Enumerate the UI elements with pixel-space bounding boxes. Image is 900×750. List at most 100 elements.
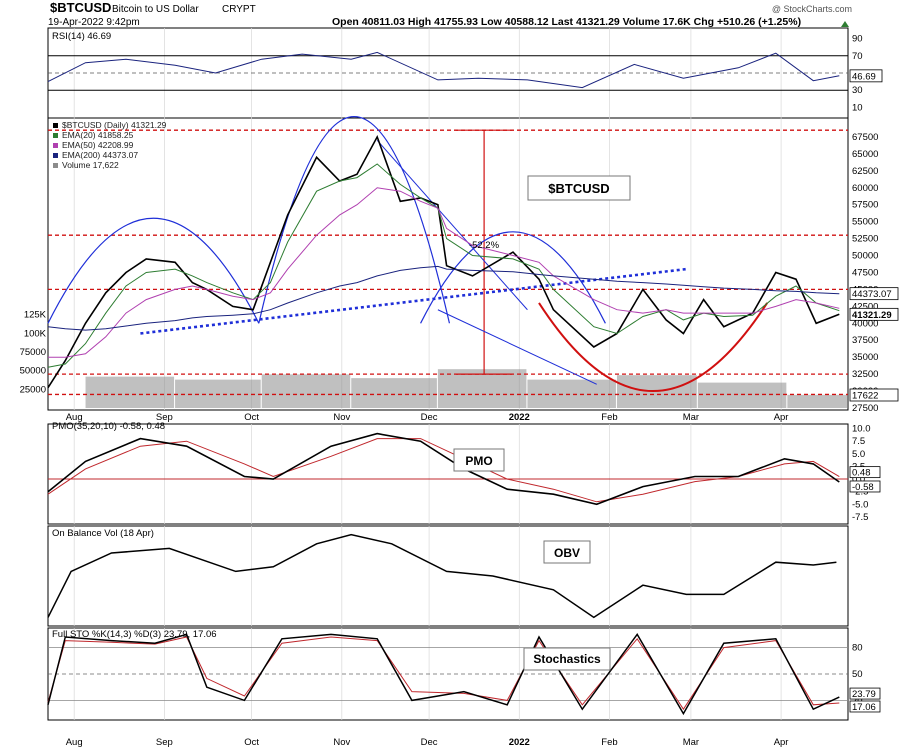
x-tick-label: Sep (156, 737, 173, 748)
price-tick-label: 32500 (852, 369, 878, 380)
rsi-tick-label: 30 (852, 85, 863, 96)
pmo-annotation: PMO (465, 454, 492, 468)
sto-tag-box (849, 700, 881, 713)
legend-swatch (53, 143, 58, 148)
price-tick-label: 55000 (852, 217, 878, 228)
pmo-tag-box (849, 480, 881, 493)
price-tag-value: 17622 (852, 391, 878, 402)
price-tick-label: 50000 (852, 251, 878, 262)
pmo-panel (47, 423, 849, 525)
rsi-panel-label: RSI(14) 46.69 (52, 31, 111, 42)
x-tick-label: Apr (774, 412, 789, 423)
legend-entry: Volume 17,622 (62, 160, 119, 170)
price-tick-label: 52500 (852, 234, 878, 245)
price-tick-label: 40000 (852, 318, 878, 329)
security-name: Bitcoin to US Dollar (112, 4, 199, 15)
ema50-line (48, 187, 840, 358)
rsi-last-tag (849, 69, 883, 83)
price-tick-label: 37500 (852, 335, 878, 346)
volume-bar (261, 374, 351, 408)
volume-tick-label: 125K (24, 310, 47, 321)
obv-panel-label: On Balance Vol (18 Apr) (52, 528, 154, 539)
btcusd-annotation-box (527, 175, 631, 201)
legend-entry: EMA(200) 44373.07 (62, 150, 138, 160)
price-tick-label: 67500 (852, 132, 878, 143)
volume-tick-label: 100K (24, 328, 47, 339)
volume-tick-label: 75000 (20, 347, 46, 358)
price-tick-label: 42500 (852, 301, 878, 312)
pmo-panel-label: PMO(35,20,10) -0.58, 0.48 (52, 421, 165, 432)
price-panel (47, 117, 849, 411)
rounded-bottom-arc (538, 302, 768, 392)
quote-line: Open 40811.03 High 41755.93 Low 40588.12… (332, 16, 801, 28)
price-tick-label: 57500 (852, 200, 878, 211)
volume-bar (437, 369, 527, 408)
pmo-annotation-box (453, 448, 505, 472)
legend-swatch (53, 123, 58, 128)
pmo-tag-box (849, 466, 881, 479)
x-tick-label: Nov (333, 737, 350, 748)
price-tag-box (849, 307, 899, 321)
cycle-arc (420, 231, 606, 324)
date-label: 19-Apr-2022 9:42pm (48, 17, 140, 28)
pmo-tag-value: -0.58 (852, 482, 874, 493)
pmo-tick-label: 5.0 (852, 449, 865, 460)
rsi-tick-label: 10 (852, 102, 863, 113)
sto-annotation-box (523, 647, 611, 671)
legend-entry: EMA(50) 42208.99 (62, 140, 134, 150)
obv-annotation: OBV (554, 546, 580, 560)
sto-tick-label: 50 (852, 669, 863, 680)
x-tick-label: Dec (421, 412, 438, 423)
price-tag-value: 44373.07 (852, 289, 892, 300)
legend-swatch (53, 163, 58, 168)
volume-bar (697, 382, 787, 408)
legend-entry: EMA(20) 41858.25 (62, 130, 134, 140)
rsi-last-value: 46.69 (852, 71, 876, 82)
sto-tag-value: 23.79 (852, 689, 876, 700)
x-tick-label: 2022 (509, 412, 530, 423)
pmo-tick-label: -7.5 (852, 512, 868, 523)
price-tick-label: 47500 (852, 267, 878, 278)
sto-tick-label: 80 (852, 643, 863, 654)
x-tick-label: Sep (156, 412, 173, 423)
volume-tick-label: 50000 (20, 366, 46, 377)
price-tick-label: 62500 (852, 166, 878, 177)
price-tag-value: 41321.29 (852, 310, 892, 321)
x-tick-label: Apr (774, 737, 789, 748)
x-tick-label: Aug (66, 412, 83, 423)
rsi-tick-label: 70 (852, 51, 863, 62)
pmo-tag-value: 0.48 (852, 468, 871, 479)
btcusd-annotation: $BTCUSD (548, 181, 609, 196)
channel-line (437, 309, 597, 385)
price-tag-box (849, 287, 899, 301)
ema200-line (47, 265, 840, 331)
x-tick-label: Feb (601, 737, 617, 748)
sto-panel-label: Full STO %K(14,3) %D(3) 23.79, 17.06 (52, 629, 217, 640)
price-tag-box (849, 388, 899, 402)
price-tick-label: 60000 (852, 183, 878, 194)
symbol-label: $BTCUSD (50, 0, 111, 15)
x-tick-label: Oct (244, 412, 259, 423)
x-tick-label: Mar (683, 737, 699, 748)
pmo-tick-label: 10.0 (852, 424, 871, 435)
channel-line (376, 139, 528, 311)
gridlines (48, 28, 848, 720)
pmo-tick-label: 7.5 (852, 436, 865, 447)
watermark: @ StockCharts.com (772, 4, 852, 14)
cycle-arc (47, 217, 260, 324)
pmo-tick-label: -5.0 (852, 499, 868, 510)
sto-tag-value: 17.06 (852, 702, 876, 713)
volume-tick-label: 25000 (20, 384, 46, 395)
sto-k-line (47, 633, 840, 716)
price-tick-label: 27500 (852, 403, 878, 414)
x-tick-label: Aug (66, 737, 83, 748)
sto-tag-box (849, 687, 881, 700)
axes: Aug Aug Sep Sep Oct Oct Nov Nov Dec Dec 2022 2022 Fe… (20, 34, 899, 748)
x-tick-label: Mar (683, 412, 699, 423)
x-tick-label: Oct (244, 737, 259, 748)
drop-percentage-label: -52.2% (469, 240, 500, 251)
obv-line (47, 533, 837, 619)
x-tick-label: Nov (333, 412, 350, 423)
